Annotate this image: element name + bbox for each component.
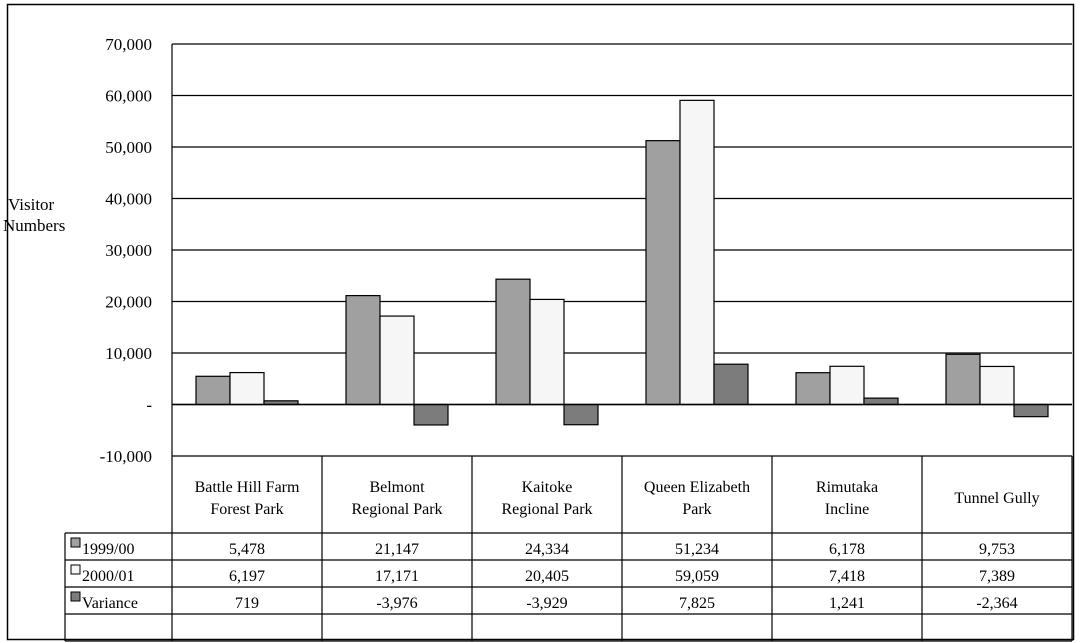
bar-2000-01 [229, 371, 265, 406]
data-cell: 6,178 [829, 541, 865, 558]
bar-2000-01 [979, 365, 1015, 406]
y-tick-label: 50,000 [105, 138, 152, 157]
category-label: Rimutaka Incline [816, 479, 878, 518]
data-cell: 24,334 [525, 541, 569, 558]
category-label-line: Rimutaka [816, 479, 878, 496]
bar-variance [713, 363, 749, 406]
bar-2000-01 [679, 99, 715, 406]
bar-1999-00 [945, 353, 981, 406]
y-tick-label: 60,000 [105, 87, 152, 106]
category-label-line: Queen Elizabeth [644, 479, 750, 496]
legend-key [70, 564, 81, 575]
data-cell: 719 [235, 595, 259, 612]
legend-label: 1999/00 [82, 541, 134, 558]
data-cell: 20,405 [525, 568, 569, 585]
bar-2000-01 [379, 315, 415, 406]
data-cell: 7,389 [979, 568, 1015, 585]
y-tick-label: 40,000 [105, 190, 152, 209]
bar-1999-00 [795, 372, 831, 406]
data-cell: 6,197 [229, 568, 265, 585]
y-axis-title: Visitor Numbers [3, 195, 65, 235]
data-cell: 51,234 [675, 541, 719, 558]
data-cell: 9,753 [979, 541, 1015, 558]
bar-variance [563, 403, 599, 426]
category-label: Tunnel Gully [954, 490, 1039, 507]
legend-label: Variance [82, 595, 138, 612]
category-label: Belmont Regional Park [351, 479, 442, 518]
y-tick-label: 20,000 [105, 293, 152, 312]
data-cell: 7,418 [829, 568, 865, 585]
data-cell: -2,364 [976, 595, 1017, 612]
bar-1999-00 [345, 294, 381, 406]
y-axis-title-line: Numbers [3, 216, 65, 235]
category-label: Kaitoke Regional Park [501, 479, 592, 518]
y-tick-label: - [146, 396, 152, 415]
category-label-line: Belmont [369, 479, 425, 496]
category-label-line: Incline [825, 501, 869, 518]
bar-variance [863, 397, 899, 406]
category-label-line: Kaitoke [522, 479, 573, 496]
data-cell: 1,241 [829, 595, 865, 612]
data-cell: 21,147 [375, 541, 419, 558]
y-tick-label: 10,000 [105, 344, 152, 363]
category-label-line: Forest Park [210, 501, 283, 518]
chart-frame [6, 3, 1075, 641]
category-label: Queen Elizabeth Park [644, 479, 750, 518]
y-tick-label: -10,000 [100, 447, 152, 466]
legend-key [70, 537, 81, 548]
category-label-line: Battle Hill Farm [195, 479, 300, 496]
category-label-line: Park [682, 501, 711, 518]
data-cell: 17,171 [375, 568, 419, 585]
bar-1999-00 [195, 375, 231, 406]
legend-label: 2000/01 [82, 568, 134, 585]
data-cell: -3,976 [376, 595, 417, 612]
data-cell: 5,478 [229, 541, 265, 558]
data-cell: 7,825 [679, 595, 715, 612]
data-cell: 59,059 [675, 568, 719, 585]
y-tick-label: 70,000 [105, 35, 152, 54]
bar-1999-00 [645, 140, 681, 406]
bar-2000-01 [829, 365, 865, 406]
bar-2000-01 [529, 298, 565, 406]
bar-variance [1013, 403, 1049, 418]
category-label-line: Regional Park [501, 501, 592, 518]
bar-1999-00 [495, 278, 531, 406]
category-label-line: Tunnel Gully [954, 490, 1039, 507]
y-axis-title-line: Visitor [8, 195, 55, 214]
data-cell: -3,929 [526, 595, 567, 612]
category-label-line: Regional Park [351, 501, 442, 518]
category-label: Battle Hill Farm Forest Park [195, 479, 300, 518]
legend-key [70, 591, 81, 602]
y-tick-label: 30,000 [105, 241, 152, 260]
bar-variance [413, 403, 449, 426]
